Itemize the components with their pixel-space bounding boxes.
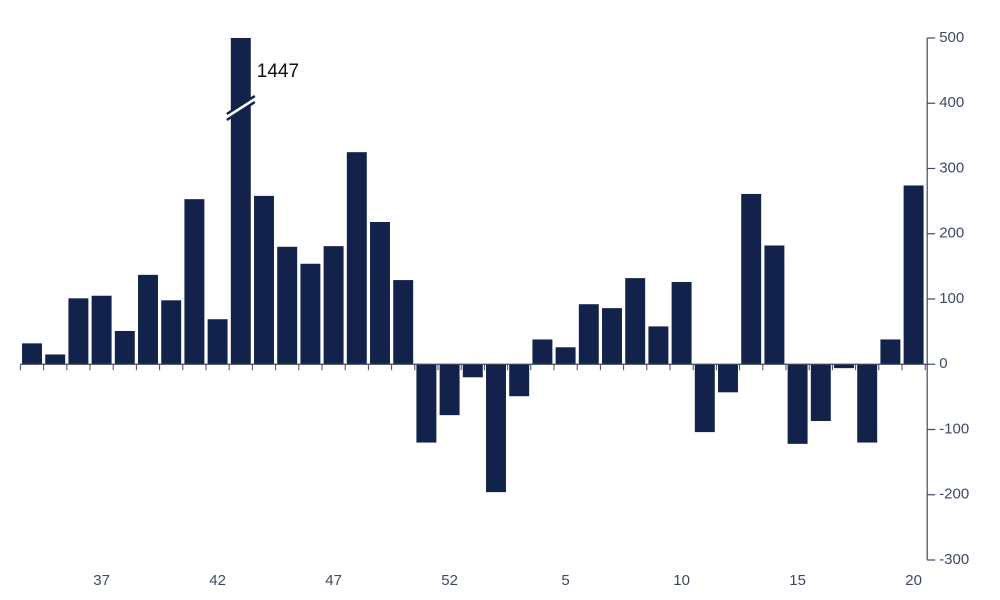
bar — [138, 274, 158, 365]
y-tick-label: -300 — [939, 551, 969, 568]
bar — [834, 364, 854, 369]
bar — [346, 152, 367, 365]
bar — [602, 308, 622, 365]
x-tick-label: 47 — [325, 572, 342, 589]
x-tick-label: 42 — [209, 572, 226, 589]
bar — [578, 304, 599, 365]
x-tick-label: 5 — [561, 572, 569, 589]
bar — [741, 193, 762, 365]
bar — [439, 364, 460, 416]
bar — [370, 222, 390, 365]
bar — [555, 347, 576, 365]
bar — [416, 364, 437, 443]
bar — [486, 364, 506, 493]
break-line — [226, 94, 256, 116]
bar — [625, 278, 646, 365]
bar — [184, 199, 205, 365]
bar — [903, 185, 924, 365]
bar — [114, 330, 135, 365]
y-tick-label: 400 — [939, 94, 964, 111]
bar — [671, 282, 692, 365]
bar — [22, 343, 42, 365]
bar — [509, 364, 530, 397]
y-tick-label: -200 — [939, 486, 969, 503]
bar — [300, 263, 321, 365]
x-tick-label: 52 — [441, 572, 458, 589]
bar — [880, 339, 901, 365]
bar — [161, 300, 182, 365]
bar — [91, 295, 112, 365]
x-tick-label: 37 — [93, 572, 110, 589]
bar — [787, 364, 808, 444]
bar — [68, 298, 89, 365]
bar — [254, 195, 274, 365]
bar — [648, 326, 669, 365]
y-tick-label: 100 — [939, 290, 964, 307]
y-tick-label: 0 — [939, 355, 947, 372]
bar — [857, 364, 878, 443]
bar — [718, 364, 738, 393]
y-tick-label: 500 — [939, 29, 964, 46]
bar — [277, 246, 298, 365]
bar — [323, 246, 344, 365]
y-tick-label: -100 — [939, 420, 969, 437]
bar — [393, 280, 414, 365]
bar — [45, 354, 66, 365]
y-tick-label: 300 — [939, 159, 964, 176]
x-tick-label: 20 — [905, 572, 922, 589]
bar — [694, 364, 715, 433]
y-tick-label: 200 — [939, 225, 964, 242]
bar — [532, 339, 553, 365]
x-tick-label: 15 — [789, 572, 806, 589]
bar — [810, 364, 831, 422]
x-tick-label: 10 — [673, 572, 690, 589]
bar — [207, 319, 228, 365]
value-label: 1447 — [257, 61, 299, 82]
bar — [230, 38, 251, 365]
bar — [462, 364, 483, 378]
break-gap — [226, 96, 255, 120]
bar — [764, 245, 785, 365]
break-line — [226, 100, 256, 122]
